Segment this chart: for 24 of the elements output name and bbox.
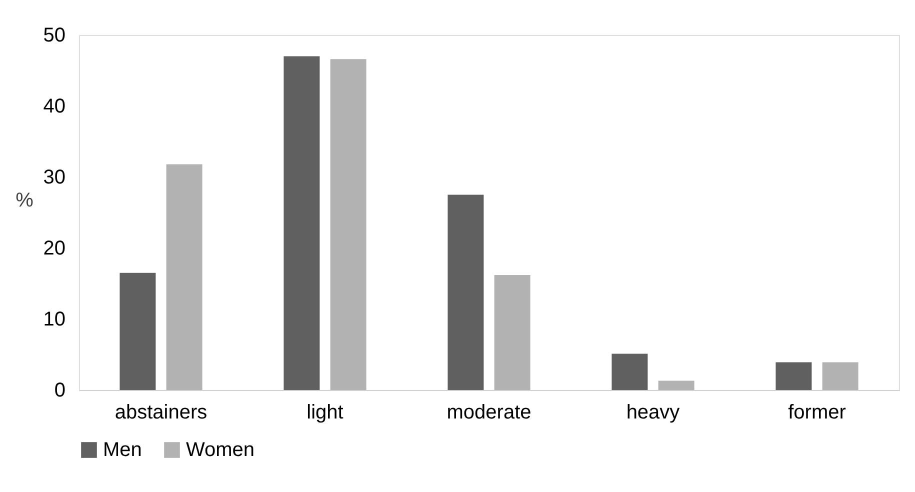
x-tick-label: heavy [626, 402, 680, 424]
legend-label: Men [103, 439, 142, 461]
x-tick-label: moderate [446, 402, 532, 424]
bar [120, 272, 156, 390]
bar [494, 274, 530, 390]
bar [822, 362, 858, 390]
x-tick-label: former [788, 402, 846, 424]
legend-label: Women [186, 439, 255, 461]
y-tick-label: 20 [43, 238, 66, 260]
x-tick-label: light [306, 402, 344, 424]
y-tick-label: 50 [43, 24, 66, 46]
y-tick-label: 40 [43, 96, 66, 118]
bar [612, 354, 648, 390]
y-axis-title: % [16, 190, 34, 212]
y-tick-label: 0 [54, 380, 66, 402]
y-tick-label: 10 [43, 308, 66, 330]
bar [330, 59, 366, 390]
x-tick-label: abstainers [114, 402, 208, 424]
bar [284, 56, 320, 390]
bar [776, 362, 812, 390]
y-tick-label: 30 [43, 166, 66, 188]
bar [448, 194, 484, 390]
bar [166, 164, 202, 390]
bar [658, 380, 694, 390]
